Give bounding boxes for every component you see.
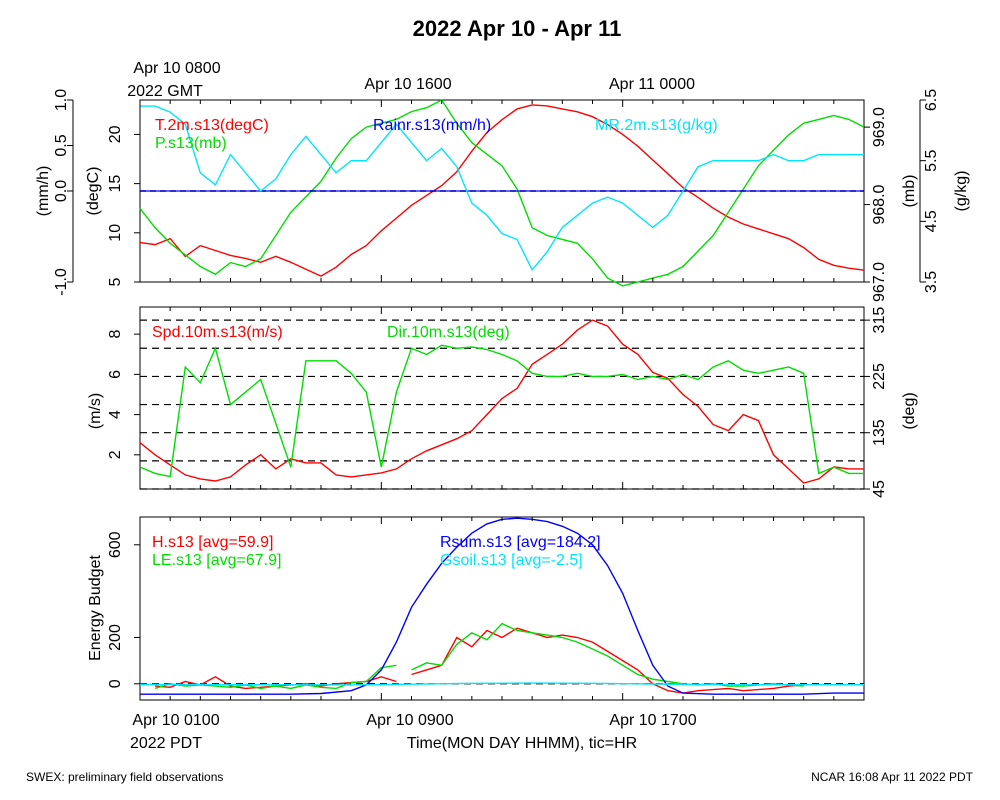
legend-rain: Rainr.s13(mm/h) (373, 117, 491, 134)
pres-axis-label: (mb) (901, 175, 918, 208)
latent-heat-series (154, 622, 804, 690)
pres-tick-label: 969.0 (871, 107, 888, 147)
top-time-label: Apr 11 0000 (609, 76, 695, 93)
energy-panel: 0 200 600 H.s13 [avg=59.9] LE.s13 [avg=67.… (87, 516, 865, 701)
energy-tick-label: 200 (107, 624, 124, 651)
rain-axis-label: (mm/h) (35, 166, 52, 217)
legend-sensible-heat: H.s13 [avg=59.9] (152, 534, 273, 551)
direction-tick-label: 135 (871, 419, 888, 446)
mr-tick-label: 4.5 (923, 210, 940, 232)
direction-tick-label: 225 (871, 363, 888, 390)
temp-tick-label: 5 (107, 277, 124, 286)
temp-tick-label: 20 (107, 125, 124, 143)
speed-tick-label: 2 (107, 450, 124, 459)
energy-axis-label: Energy Budget (87, 555, 104, 661)
rain-tick-label: -1.0 (53, 268, 70, 296)
energy-ticks: 0 200 600 (107, 517, 865, 700)
energy-series (139, 517, 864, 695)
pres-tick-label: 968.0 (871, 184, 888, 224)
mr-axis-label: (g/kg) (953, 171, 970, 212)
pres-tick-label: 967.0 (871, 262, 888, 302)
rain-tick-label: 1.0 (53, 89, 70, 111)
speed-tick-label: 6 (107, 370, 124, 379)
temperature-series (139, 104, 865, 277)
mr-tick-label: 3.5 (923, 271, 940, 293)
speed-tick-label: 4 (107, 410, 124, 419)
speed-axis-label: (m/s) (87, 393, 104, 429)
wind-speed-series (139, 319, 864, 484)
rain-tick-label: 0.5 (53, 134, 70, 156)
bottom-time-labels: Apr 10 0100 2022 PDT Apr 10 0900 Apr 10 … (130, 712, 697, 752)
chart-title: 2022 Apr 10 - Apr 11 (413, 16, 622, 41)
direction-tick-label: 315 (871, 307, 888, 334)
thermo-ticks: -1.0 0.0 0.5 1.0 5 10 15 20 967.0 968.0 969.0 3.5 4.… (53, 89, 940, 302)
top-time-label: Apr 10 1600 (364, 76, 451, 93)
mr-tick-label: 5.5 (923, 149, 940, 171)
bottom-time-label: Apr 10 0100 (132, 712, 219, 729)
top-time-label: Apr 10 0800 (133, 60, 220, 77)
legend-speed: Spd.10m.s13(m/s) (152, 324, 283, 341)
mr-tick-label: 6.5 (923, 89, 940, 111)
temp-tick-label: 15 (107, 175, 124, 193)
legend-direction: Dir.10m.s13(deg) (387, 324, 510, 341)
wind-ticks: 2 4 6 8 45 135 225 315 (107, 307, 888, 498)
footer-note: SWEX: preliminary field observations (26, 770, 223, 784)
top-time-label: 2022 GMT (127, 83, 203, 100)
thermo-series (139, 99, 865, 287)
footer-timestamp: NCAR 16:08 Apr 11 2022 PDT (811, 770, 974, 784)
thermo-panel: -1.0 0.0 0.5 1.0 5 10 15 20 967.0 968.0 969.0 3.5 4.… (35, 89, 970, 302)
wind-panel: 2 4 6 8 45 135 225 315 Spd.10m.s13(m/s) Dir.10m… (87, 306, 918, 498)
speed-tick-label: 8 (107, 330, 124, 339)
direction-tick-label: 45 (871, 480, 888, 498)
rain-tick-label: 0.0 (53, 180, 70, 202)
legend-latent-heat: LE.s13 [avg=67.9] (152, 552, 281, 569)
mixing-ratio-series (140, 105, 864, 272)
legend-mr: MR.2m.s13(g/kg) (595, 117, 718, 134)
top-time-labels: Apr 10 0800 2022 GMT Apr 10 1600 Apr 11 … (127, 60, 695, 100)
bottom-time-label: Apr 10 1700 (609, 712, 696, 729)
wind-series (139, 319, 864, 484)
wind-direction-series (139, 344, 864, 478)
temp-tick-label: 10 (107, 224, 124, 242)
legend-net-radiation: Rsum.s13 [avg=184.2] (440, 534, 601, 551)
energy-tick-label: 0 (107, 679, 124, 688)
legend-pres: P.s13(mb) (155, 135, 227, 152)
legend-temp: T.2m.s13(degC) (155, 117, 269, 134)
direction-axis-label: (deg) (901, 392, 918, 429)
bottom-time-label: Apr 10 0900 (366, 712, 453, 729)
legend-soil-heat: Gsoil.s13 [avg=-2.5] (440, 552, 583, 569)
temp-axis-label: (degC) (85, 167, 102, 216)
net-radiation-series (140, 517, 864, 695)
x-axis-title: Time(MON DAY HHMM), tic=HR (407, 735, 637, 752)
soil-heat-series (139, 682, 864, 686)
energy-tick-label: 600 (107, 531, 124, 558)
pressure-series (139, 99, 865, 287)
bottom-time-label: 2022 PDT (130, 735, 202, 752)
